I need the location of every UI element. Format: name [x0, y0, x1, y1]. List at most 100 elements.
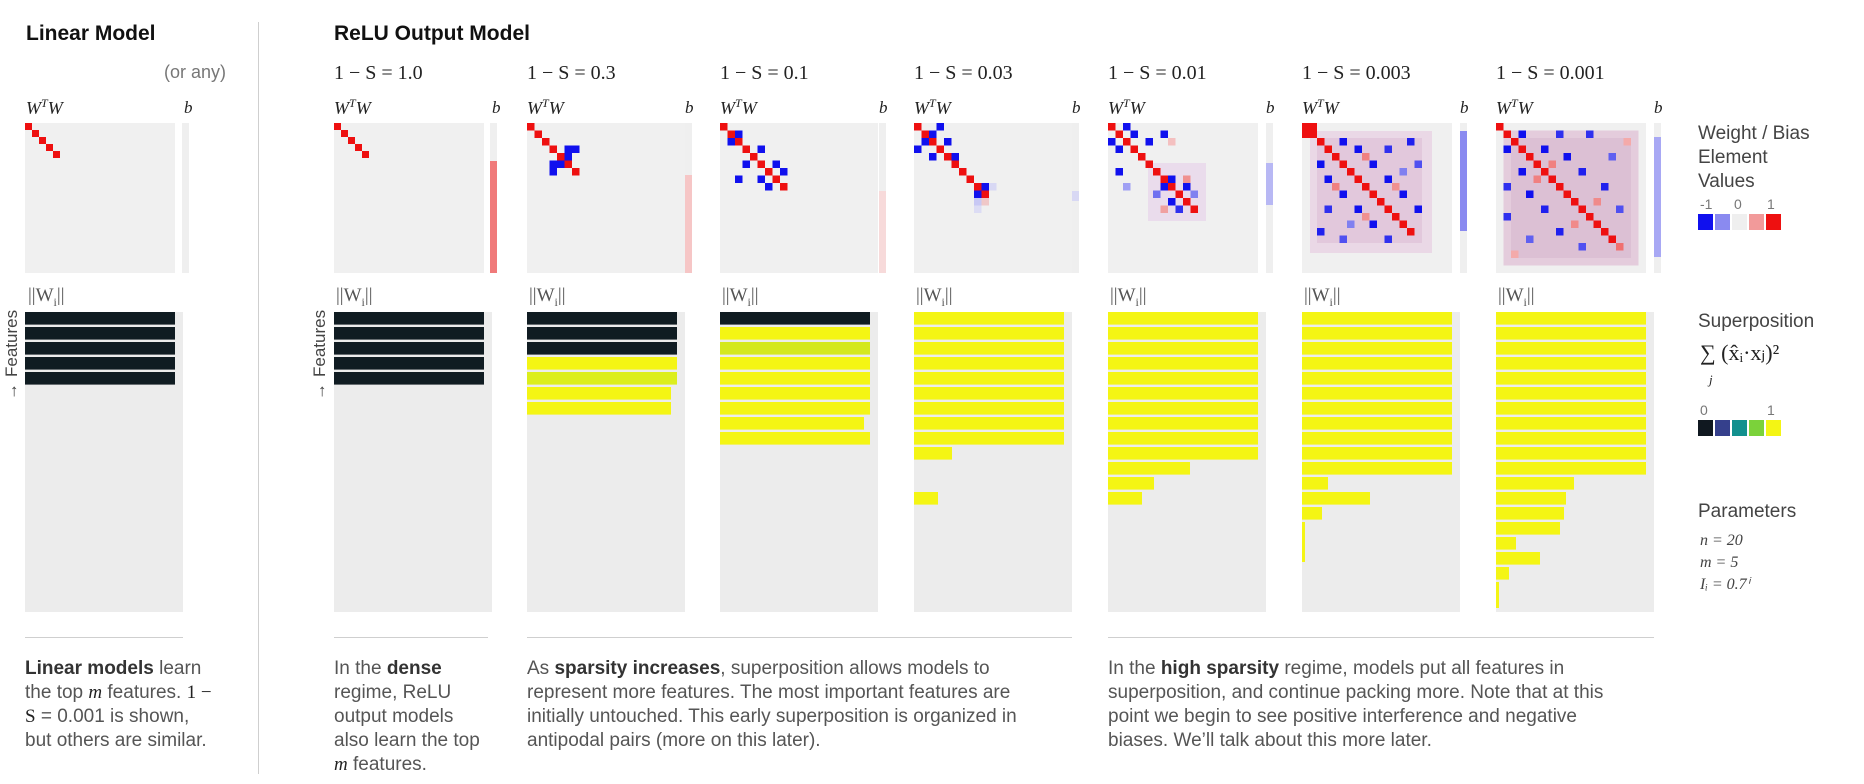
cell-mark — [1503, 213, 1511, 221]
cell-mark — [1496, 507, 1564, 520]
feature-bars-svg — [527, 312, 677, 415]
cell-mark — [1302, 123, 1317, 138]
cell-mark — [1115, 130, 1123, 138]
weight-matrix — [1302, 123, 1452, 273]
cell-mark — [1302, 372, 1452, 385]
cell-mark — [334, 357, 484, 370]
cell-mark — [564, 160, 572, 168]
cell-mark — [527, 123, 535, 131]
feature-norms — [334, 312, 492, 612]
cell-mark — [1354, 175, 1362, 183]
cell-mark — [735, 138, 743, 146]
cell-mark — [32, 130, 39, 137]
cell-mark — [929, 130, 937, 138]
cell-mark — [981, 190, 989, 198]
cell-mark — [1354, 205, 1362, 213]
cell-mark — [1556, 183, 1564, 191]
cell-mark — [1266, 163, 1273, 205]
sparsity-label: 1 − S = 0.003 — [1302, 62, 1411, 84]
cell-mark — [981, 198, 989, 206]
cell-mark — [1130, 130, 1138, 138]
cell-mark — [1377, 198, 1385, 206]
cell-mark — [1511, 250, 1519, 258]
cell-mark — [1496, 462, 1646, 475]
bias-label: b — [184, 98, 193, 117]
cell-mark — [1302, 522, 1305, 562]
divider-dense — [334, 637, 488, 638]
cell-mark — [921, 130, 929, 138]
cell-mark — [1302, 507, 1322, 520]
cell-mark — [557, 153, 565, 161]
cell-mark — [1384, 205, 1392, 213]
cell-mark — [46, 144, 53, 151]
cell-mark — [1302, 447, 1452, 460]
cell-mark — [742, 145, 750, 153]
cell-mark — [1332, 153, 1340, 161]
cell-mark — [1108, 327, 1258, 340]
superposition-index: j — [1709, 372, 1713, 387]
tick-one: 1 — [1767, 402, 1775, 418]
cell-mark — [1496, 522, 1560, 535]
cell-mark — [1354, 145, 1362, 153]
cell-mark — [549, 160, 557, 168]
colorbar-cell — [1732, 420, 1747, 436]
cell-mark — [1496, 123, 1504, 131]
cell-mark — [914, 372, 1064, 385]
weight-matrix-svg — [914, 123, 997, 213]
features-axis-label: →Features — [2, 309, 21, 400]
divider-linear — [25, 637, 183, 638]
cell-mark — [1414, 160, 1422, 168]
cell-mark — [564, 145, 572, 153]
cell-mark — [1392, 183, 1400, 191]
superposition-colorbar — [1698, 420, 1782, 436]
cell-mark — [1503, 145, 1511, 153]
cell-mark — [1496, 537, 1516, 550]
cell-mark — [720, 417, 864, 430]
cell-mark — [1168, 175, 1176, 183]
cell-mark — [1511, 138, 1519, 146]
bias-vector — [879, 123, 886, 273]
bias-label: b — [1654, 98, 1663, 117]
wtw-label: WTW — [914, 96, 951, 118]
cell-mark — [1414, 205, 1422, 213]
cell-mark — [355, 144, 362, 151]
cell-mark — [1317, 138, 1325, 146]
cell-mark — [1369, 220, 1377, 228]
cell-mark — [1578, 205, 1586, 213]
cell-mark — [1548, 175, 1556, 183]
cell-mark — [362, 151, 369, 158]
colorbar-cell — [1715, 420, 1730, 436]
bias-vector — [1460, 123, 1467, 273]
cell-mark — [1108, 387, 1258, 400]
colorbar-cell — [1766, 214, 1781, 230]
superposition-formula: ∑ (x̂ᵢ·xⱼ)² — [1700, 340, 1780, 365]
mid-caption: As sparsity increases, superposition all… — [527, 658, 1017, 751]
cell-mark — [1496, 432, 1646, 445]
bias-svg — [1266, 163, 1273, 205]
cell-mark — [914, 123, 922, 131]
cell-mark — [974, 183, 982, 191]
cell-mark — [974, 190, 982, 198]
cell-mark — [914, 417, 1064, 430]
cell-mark — [936, 123, 944, 131]
cell-mark — [936, 145, 944, 153]
cell-mark — [1183, 183, 1191, 191]
cell-mark — [1496, 582, 1499, 608]
cell-mark — [1601, 183, 1609, 191]
cell-mark — [1302, 432, 1452, 445]
cell-mark — [1130, 145, 1138, 153]
cell-mark — [1654, 137, 1661, 257]
cell-mark — [951, 153, 959, 161]
cell-mark — [1384, 145, 1392, 153]
cell-mark — [914, 342, 1064, 355]
wtw-label: WTW — [527, 96, 564, 118]
weight-matrix — [914, 123, 1072, 273]
cell-mark — [921, 138, 929, 146]
cell-mark — [989, 183, 997, 191]
relu-model-title: ReLU Output Model — [334, 22, 530, 45]
cell-mark — [966, 175, 974, 183]
cell-mark — [1108, 432, 1258, 445]
cell-mark — [1518, 168, 1526, 176]
or-any-label: (or any) — [164, 62, 227, 82]
tick-zero: 0 — [1734, 196, 1742, 212]
